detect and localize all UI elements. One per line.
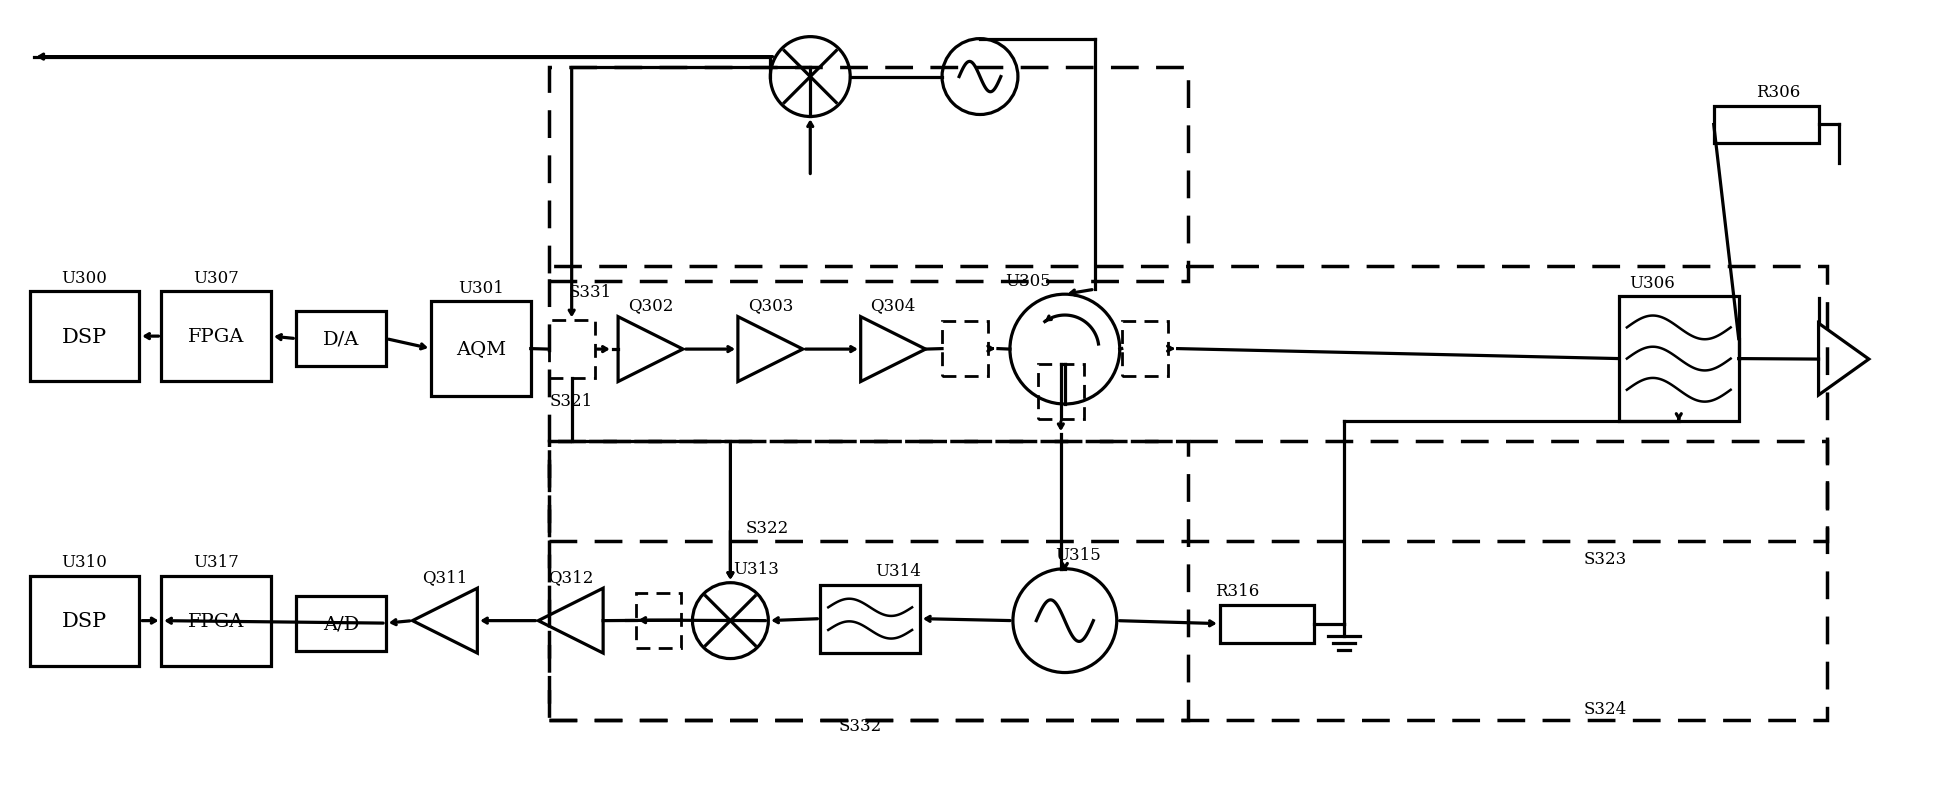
Text: FPGA: FPGA	[188, 611, 244, 630]
Bar	[942, 322, 989, 376]
Bar	[549, 267, 1827, 541]
Text: AQM: AQM	[456, 340, 506, 358]
Text: S332: S332	[838, 717, 882, 734]
Text: U310: U310	[62, 554, 107, 570]
Bar	[29, 576, 140, 666]
Text: S321: S321	[551, 392, 593, 409]
Bar	[1714, 106, 1819, 144]
Text: S323: S323	[1584, 551, 1627, 568]
Bar	[549, 441, 1187, 720]
Text: U313: U313	[733, 560, 779, 577]
Bar	[161, 292, 271, 381]
Bar	[636, 593, 681, 648]
Bar	[549, 67, 1187, 282]
Bar	[297, 596, 386, 650]
Bar	[549, 441, 1827, 720]
Text: U301: U301	[458, 279, 504, 296]
Text: U306: U306	[1629, 274, 1675, 291]
Bar	[1220, 605, 1315, 643]
Text: U317: U317	[194, 554, 238, 570]
Text: D/A: D/A	[324, 330, 359, 348]
Text: DSP: DSP	[62, 611, 107, 630]
Text: U305: U305	[1004, 272, 1051, 290]
Text: S331: S331	[568, 283, 613, 300]
Text: S322: S322	[745, 520, 789, 537]
Text: Q304: Q304	[871, 297, 915, 314]
Text: R316: R316	[1214, 582, 1258, 599]
Bar	[1619, 297, 1739, 422]
Bar	[549, 320, 595, 379]
Bar	[820, 585, 921, 653]
Bar	[430, 302, 531, 397]
Text: A/D: A/D	[324, 615, 359, 633]
Text: DSP: DSP	[62, 327, 107, 346]
Bar	[297, 311, 386, 367]
Bar	[1037, 365, 1084, 419]
Bar	[29, 292, 140, 381]
Text: FPGA: FPGA	[188, 328, 244, 345]
Text: Q302: Q302	[628, 297, 673, 314]
Text: U307: U307	[194, 269, 238, 286]
Bar	[1123, 322, 1167, 376]
Text: U314: U314	[874, 563, 921, 580]
Text: Q311: Q311	[423, 568, 467, 585]
Text: Q312: Q312	[549, 568, 593, 585]
Text: U300: U300	[62, 269, 107, 286]
Text: Q303: Q303	[748, 297, 793, 314]
Text: S324: S324	[1584, 700, 1627, 717]
Text: R306: R306	[1757, 84, 1801, 101]
Bar	[161, 576, 271, 666]
Text: U315: U315	[1055, 547, 1101, 564]
